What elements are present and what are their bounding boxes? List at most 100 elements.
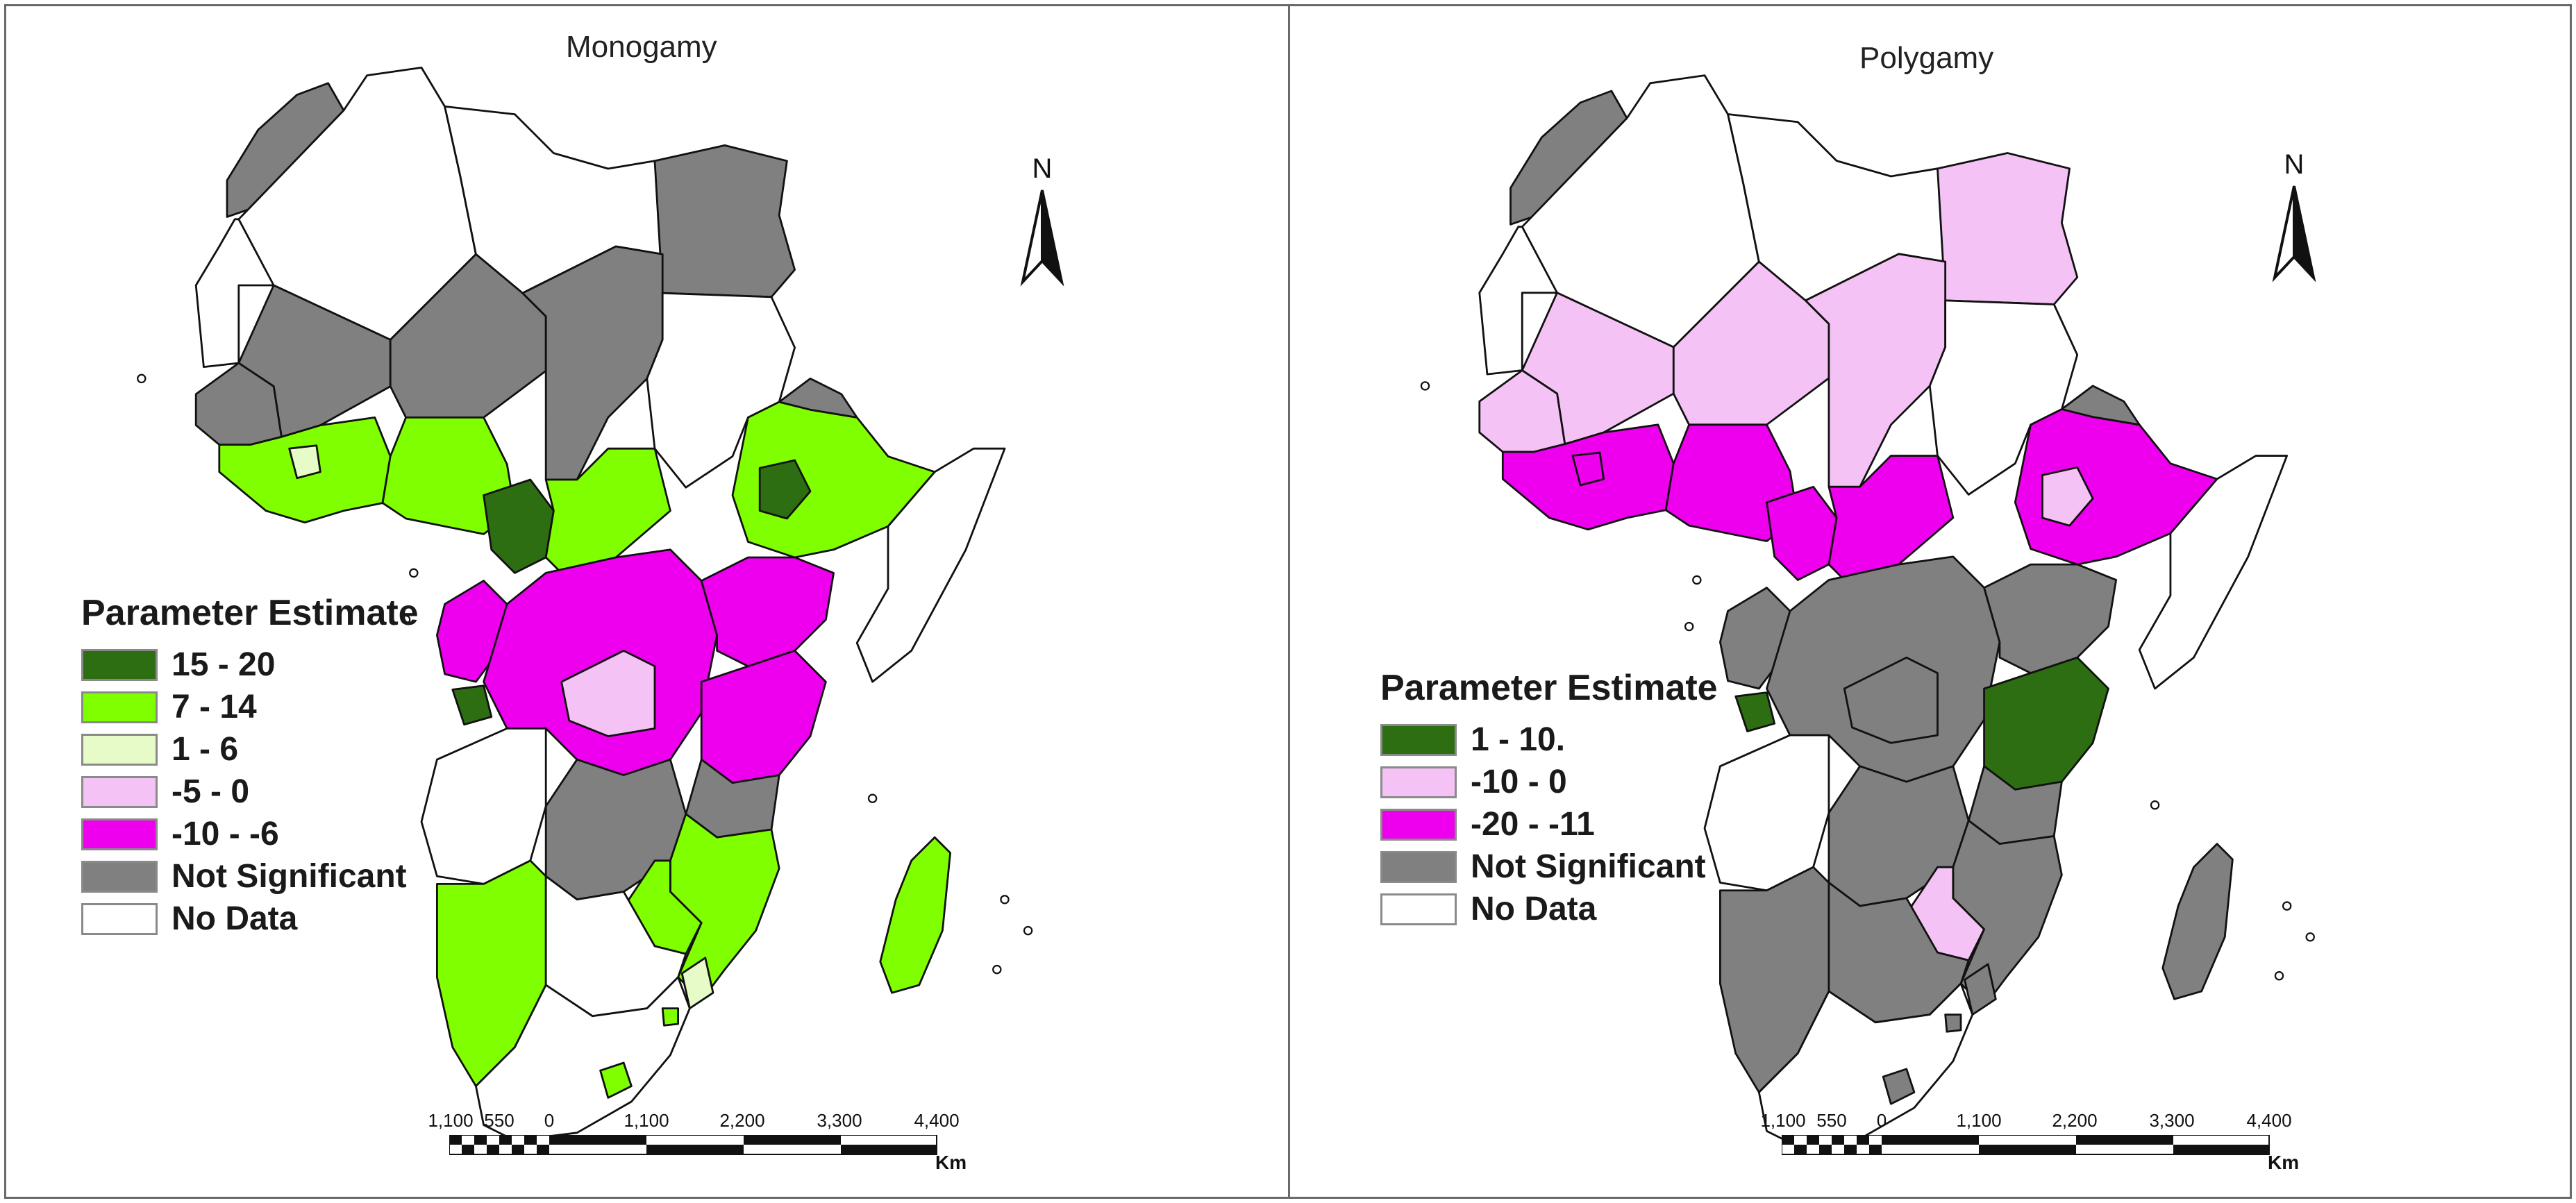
north-label: N (2284, 149, 2305, 180)
legend-item: -10 - 0 (1380, 761, 1718, 803)
region-car (1828, 455, 1955, 581)
scale-tick-label: 3,300 (2149, 1110, 2195, 1131)
island (1420, 381, 1430, 391)
island (992, 964, 1002, 975)
region-eritrea (778, 378, 858, 419)
region-angola (1703, 734, 1830, 892)
legend-swatch (1380, 850, 1457, 883)
scale-tick-label: 2,200 (719, 1110, 765, 1131)
legend-label: 1 - 6 (172, 731, 239, 768)
region-swaziland (1944, 1013, 1962, 1033)
legend-title: Parameter Estimate (1380, 668, 1718, 708)
scale-bar-graphic (449, 1135, 937, 1155)
legend-swatch (1380, 766, 1457, 798)
legend-item: -10 - -6 (81, 813, 419, 855)
region-ethiopia-core (2041, 466, 2094, 527)
north-arrow: N (1014, 153, 1070, 292)
legend-swatch (81, 818, 158, 850)
region-west-pale (1571, 451, 1605, 487)
legend-swatch (81, 648, 158, 681)
legend-item: -20 - -11 (1380, 803, 1718, 846)
scale-tick-label: 4,400 (2246, 1110, 2292, 1131)
region-mozambique-south (680, 957, 714, 1010)
scale-tick-label: 1,100 (1956, 1110, 2002, 1131)
region-uganda-kenya (700, 556, 835, 668)
legend-label: No Data (1471, 891, 1597, 927)
legend-label: No Data (172, 900, 298, 937)
region-chad (1804, 253, 1947, 488)
region-nigeria (1664, 423, 1799, 542)
region-drc-east (560, 650, 656, 738)
map-title: Monogamy (566, 30, 717, 64)
legend-swatch (1380, 808, 1457, 841)
region-chad (521, 245, 664, 481)
region-swaziland (661, 1007, 680, 1027)
legend-swatch (1380, 723, 1457, 756)
island (1684, 621, 1694, 632)
legend-label: 15 - 20 (172, 646, 276, 683)
island (2305, 932, 2315, 942)
map-panel-polygamy: Polygamy Parameter Estimate 1 - 10. -10 … (1290, 6, 2570, 1197)
region-mozambique-south (1964, 963, 1997, 1016)
north-arrow-icon (1020, 190, 1064, 287)
map-title: Polygamy (1859, 41, 1994, 75)
region-sudan (1928, 299, 2079, 496)
legend-item: Not Significant (81, 855, 419, 898)
region-cameroon-north (483, 478, 555, 574)
legend-item: Not Significant (1380, 846, 1718, 888)
region-uganda-kenya (1983, 563, 2118, 675)
island (1023, 925, 1033, 936)
region-eritrea (2060, 385, 2141, 426)
region-cameroon-north (1766, 485, 1838, 581)
map-legend: Parameter Estimate 1 - 10. -10 - 0 -20 -… (1380, 667, 1718, 930)
region-tanzania (700, 650, 827, 784)
legend-item: No Data (81, 898, 419, 940)
island (409, 568, 419, 578)
island (1000, 895, 1010, 905)
map-panel-monogamy: Monogamy Parameter Estimate 15 - 20 7 - … (6, 6, 1288, 1197)
africa-map-polygamy (1420, 74, 2315, 1148)
legend-swatch (81, 775, 158, 808)
region-egypt (653, 144, 796, 298)
scale-tick-label: 3,300 (817, 1110, 862, 1131)
legend-item: No Data (1380, 888, 1718, 930)
legend-label: -10 - 0 (1471, 764, 1567, 800)
island (2282, 901, 2292, 911)
legend-item: 1 - 10. (1380, 718, 1718, 761)
legend-label: -20 - -11 (1471, 806, 1595, 843)
legend-swatch (81, 733, 158, 766)
region-madagascar (879, 836, 952, 994)
region-ethiopia-core (758, 459, 812, 520)
region-somalia (855, 447, 1006, 683)
region-sudan (646, 292, 796, 489)
region-nigeria (381, 417, 516, 535)
region-congo-small (1734, 691, 1776, 732)
scale-bar: 1,100 550 0 1,100 2,200 3,300 4,400 Km (423, 1110, 978, 1197)
legend-label: Not Significant (172, 858, 407, 895)
scale-tick-label: 1,100 (428, 1110, 474, 1131)
scale-tick-label: 4,400 (914, 1110, 960, 1131)
africa-regions (1420, 74, 2315, 1148)
north-label: N (1032, 153, 1053, 184)
map-legend: Parameter Estimate 15 - 20 7 - 14 1 - 6 … (81, 592, 419, 940)
legend-swatch (81, 860, 158, 893)
scale-tick-label: 550 (484, 1110, 515, 1131)
scale-bar-graphic (1782, 1135, 2270, 1155)
region-lesotho (1882, 1068, 1916, 1105)
legend-swatch (81, 691, 158, 723)
legend-item: 15 - 20 (81, 643, 419, 686)
scale-tick-label: 550 (1816, 1110, 1847, 1131)
region-drc-east (1843, 656, 1939, 744)
island (2150, 800, 2160, 810)
region-egypt (1937, 152, 2079, 305)
legend-label: Not Significant (1471, 848, 1706, 885)
scale-tick-label: 0 (1876, 1110, 1887, 1131)
scale-tick-label: 1,100 (1760, 1110, 1806, 1131)
region-car (544, 447, 671, 574)
region-west-pale (288, 444, 321, 480)
scale-unit: Km (935, 1152, 967, 1173)
scale-tick-label: 1,100 (624, 1110, 669, 1131)
legend-label: 1 - 10. (1471, 721, 1566, 758)
legend-label: 7 - 14 (172, 689, 257, 725)
region-tanzania (1983, 656, 2109, 791)
